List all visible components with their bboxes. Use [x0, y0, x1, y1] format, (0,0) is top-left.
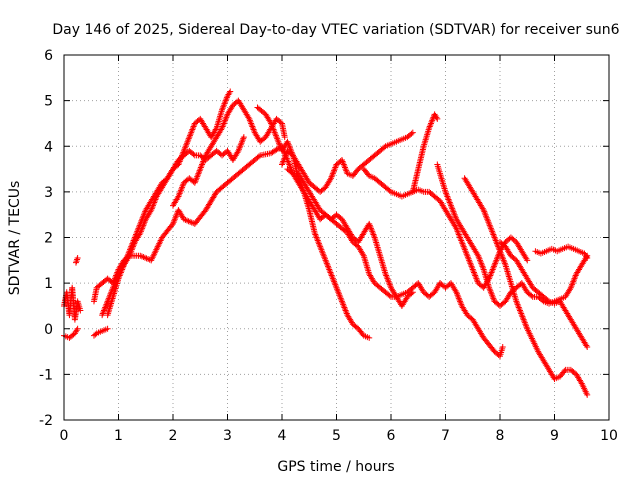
data-point — [227, 88, 234, 95]
data-point — [434, 115, 441, 122]
x-tick-label: 4 — [278, 428, 287, 444]
plot-frame — [63, 54, 610, 421]
data-point — [255, 153, 262, 160]
y-tick-label: -1 — [39, 367, 53, 383]
grid — [64, 55, 609, 420]
x-tick-label: 9 — [550, 428, 559, 444]
chart-title: Day 146 of 2025, Sidereal Day-to-day VTE… — [52, 22, 619, 38]
y-tick-label: -2 — [39, 413, 53, 429]
data-point — [288, 169, 295, 176]
data-point — [584, 391, 591, 398]
data-point — [584, 255, 591, 262]
data-point — [281, 134, 288, 141]
data-point — [386, 292, 393, 299]
data-point — [584, 344, 591, 350]
x-axis-label: GPS time / hours — [277, 459, 394, 475]
data-point — [524, 257, 531, 264]
data-point — [409, 129, 416, 136]
y-tick-label: 6 — [44, 48, 53, 64]
data-point — [561, 368, 568, 375]
data-point — [240, 134, 247, 141]
data-point — [74, 256, 81, 263]
y-tick-label: 5 — [44, 94, 53, 110]
x-tick-label: 5 — [332, 428, 341, 444]
data-point — [92, 331, 99, 338]
x-tick-label: 6 — [387, 428, 396, 444]
axis-ticks: 0 1 2 3 4 5 6 7 8 9 10 -2 -1 0 1 2 3 4 5 6 — [39, 48, 618, 444]
data-point — [544, 297, 551, 304]
x-tick-label: 2 — [169, 428, 178, 444]
y-tick-label: 0 — [44, 322, 53, 338]
data-point — [77, 307, 84, 314]
data-point — [366, 334, 373, 341]
data-points — [61, 88, 591, 398]
data-point — [499, 344, 506, 350]
x-tick-label: 8 — [496, 428, 505, 444]
x-tick-label: 1 — [114, 428, 123, 444]
x-tick-label: 7 — [441, 428, 450, 444]
x-tick-label: 3 — [223, 428, 232, 444]
data-point — [386, 187, 393, 194]
data-point — [104, 325, 111, 332]
y-tick-label: 1 — [44, 276, 53, 292]
data-point — [73, 258, 80, 265]
data-point — [74, 255, 81, 262]
y-tick-label: 4 — [44, 139, 53, 155]
data-point — [381, 144, 388, 151]
x-tick-label: 10 — [600, 428, 618, 444]
y-axis-label: SDTVAR / TECUs — [7, 181, 23, 296]
data-point — [528, 292, 535, 299]
data-point — [190, 151, 197, 158]
y-tick-label: 3 — [44, 185, 53, 201]
y-tick-label: 2 — [44, 231, 53, 247]
data-point — [74, 325, 81, 332]
data-point — [408, 130, 415, 137]
x-tick-label: 0 — [60, 428, 69, 444]
